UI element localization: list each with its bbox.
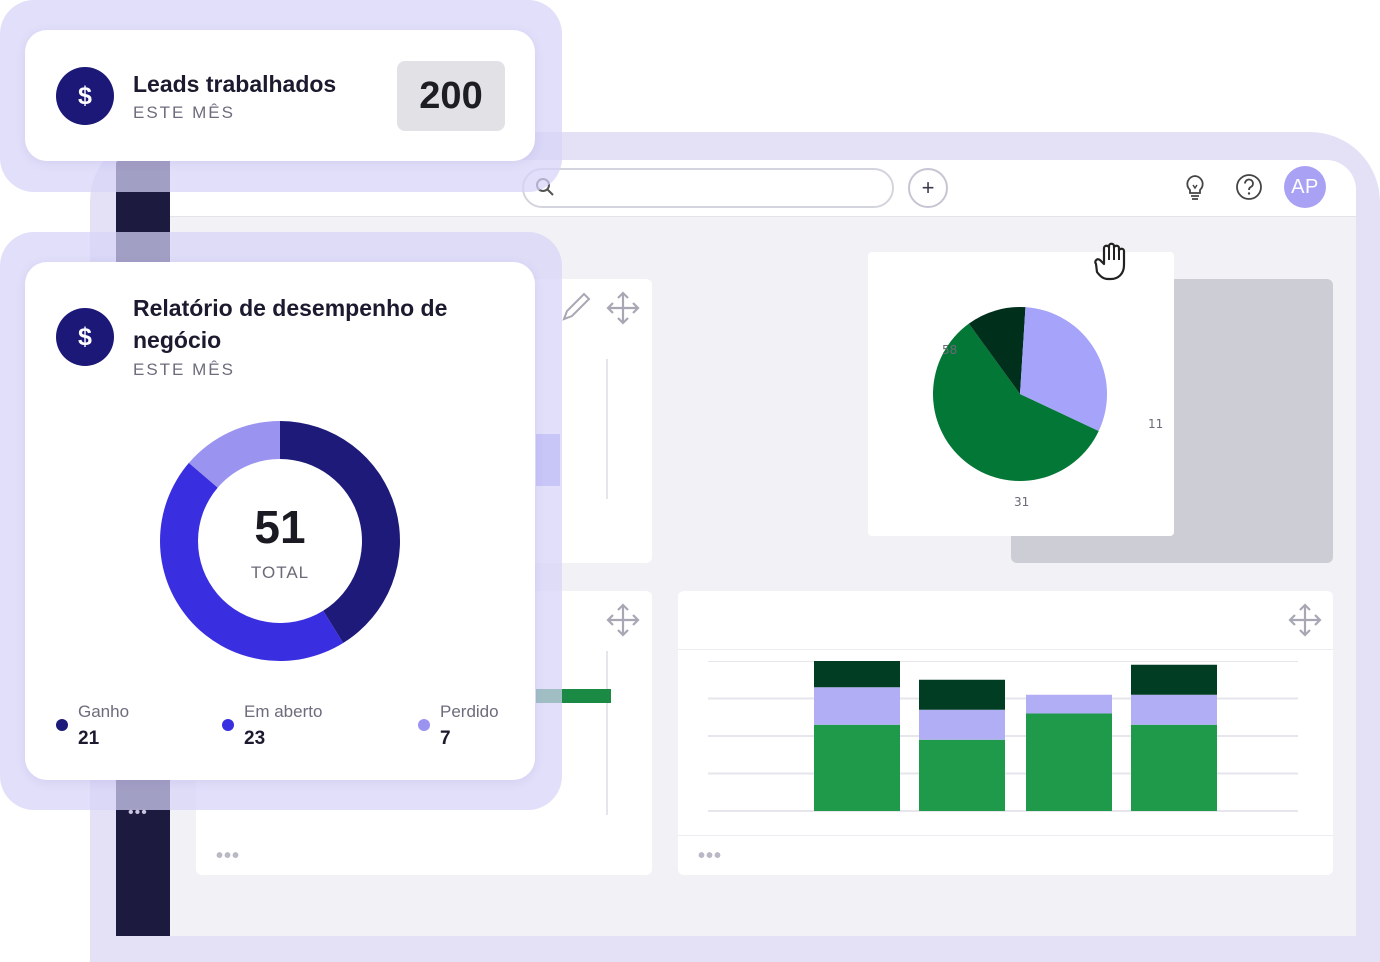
lightbulb-icon[interactable] bbox=[1180, 172, 1210, 202]
more-icon[interactable]: ••• bbox=[698, 845, 723, 867]
stacked-bar-chart bbox=[708, 661, 1298, 812]
leads-card-subtitle: ESTE MÊS bbox=[133, 103, 235, 122]
performance-card-subtitle: ESTE MÊS bbox=[133, 360, 235, 379]
bar-segment bbox=[919, 739, 1005, 811]
move-icon[interactable] bbox=[604, 289, 642, 327]
pie-data-label: 58 bbox=[942, 343, 957, 357]
donut-slice-ganho bbox=[280, 421, 401, 644]
bar-segment bbox=[919, 679, 1005, 710]
pie-chart-card: 58 11 31 bbox=[868, 252, 1174, 536]
pie-chart: 58 11 31 bbox=[933, 307, 1163, 509]
legend-label: Em aberto bbox=[244, 702, 323, 721]
legend-label: Perdido bbox=[440, 702, 499, 721]
bar-segment bbox=[814, 661, 900, 688]
pie-data-label: 11 bbox=[1148, 417, 1163, 431]
bar-segment bbox=[814, 687, 900, 725]
legend-dot bbox=[222, 719, 234, 731]
bar-segment bbox=[1026, 713, 1112, 811]
plus-icon: + bbox=[921, 175, 935, 200]
dollar-icon: $ bbox=[56, 67, 114, 125]
legend-value: 7 bbox=[440, 728, 451, 749]
donut-chart bbox=[159, 421, 401, 662]
donut-total-value: 51 bbox=[254, 501, 306, 553]
bar-segment bbox=[1131, 664, 1217, 695]
pie-data-label: 31 bbox=[1014, 495, 1029, 509]
leads-count: 200 bbox=[397, 61, 505, 131]
bar-segment bbox=[814, 724, 900, 811]
axis-line bbox=[606, 359, 608, 499]
help-icon[interactable] bbox=[1234, 172, 1264, 202]
bar-segment bbox=[1131, 694, 1217, 725]
bar-segment bbox=[919, 709, 1005, 740]
pie-slice bbox=[933, 323, 1099, 481]
dollar-icon: $ bbox=[56, 308, 114, 366]
add-button[interactable]: + bbox=[908, 168, 948, 208]
legend-dot bbox=[56, 719, 68, 731]
panel-divider bbox=[678, 649, 1333, 650]
leads-card: $ Leads trabalhados ESTE MÊS 200 bbox=[25, 30, 535, 161]
legend-value: 21 bbox=[78, 728, 100, 749]
panel-divider bbox=[678, 835, 1333, 836]
pencil-icon[interactable] bbox=[558, 289, 592, 325]
leads-card-title: Leads trabalhados bbox=[133, 71, 337, 97]
hand-icon bbox=[1094, 242, 1126, 281]
performance-card: $ Relatório de desempenho de negócio EST… bbox=[25, 262, 535, 780]
bar-chart-panel: ••• bbox=[678, 591, 1333, 875]
pie-slice bbox=[968, 307, 1026, 394]
performance-card-title: Relatório de desempenho de negócio bbox=[133, 295, 448, 353]
move-icon[interactable] bbox=[604, 601, 642, 639]
bar-segment bbox=[1131, 724, 1217, 811]
donut-total-label: TOTAL bbox=[250, 563, 310, 582]
more-icon[interactable]: ••• bbox=[216, 845, 241, 867]
pie-slice bbox=[1020, 307, 1107, 432]
legend-label: Ganho bbox=[78, 702, 130, 721]
user-avatar[interactable]: AP bbox=[1284, 166, 1326, 208]
donut-slice-perdido bbox=[188, 421, 280, 488]
legend-dot bbox=[418, 719, 430, 731]
donut-slice-em-aberto bbox=[159, 462, 344, 662]
move-icon[interactable] bbox=[1286, 601, 1324, 639]
bar-segment bbox=[1026, 694, 1112, 714]
legend-value: 23 bbox=[244, 728, 266, 749]
axis-line bbox=[606, 651, 608, 815]
search-input[interactable] bbox=[522, 168, 894, 208]
